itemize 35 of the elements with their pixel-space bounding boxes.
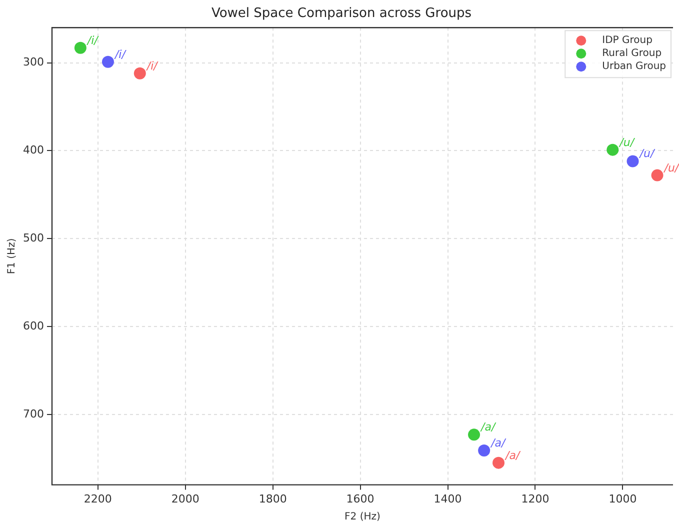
y-tick-label: 500 — [22, 231, 44, 244]
annotation: /i/ — [86, 34, 100, 47]
annotation: /u/ — [638, 147, 656, 160]
x-tick-label: 2200 — [84, 492, 112, 506]
y-tick-label: 700 — [22, 407, 44, 420]
y-axis-title: F1 (Hz) — [6, 238, 18, 274]
legend-label: Urban Group — [602, 61, 666, 72]
annotation: /a/ — [490, 436, 507, 450]
annotation: /i/ — [114, 48, 127, 61]
x-tick-label: 1400 — [434, 492, 462, 506]
point — [651, 169, 664, 182]
x-tick-label: 1800 — [258, 492, 287, 506]
y-tick-label: 600 — [22, 319, 44, 332]
x-tick-label: 2000 — [171, 492, 200, 506]
point — [74, 42, 86, 54]
point — [492, 456, 505, 469]
legend-label: Rural Group — [602, 48, 662, 60]
x-tick-label: 1600 — [346, 492, 374, 506]
point — [606, 144, 619, 156]
point — [468, 428, 480, 441]
legend-label: IDP Group — [602, 35, 652, 46]
x-tick-label: 1000 — [608, 492, 637, 506]
annotation: /u/ — [618, 136, 636, 149]
x-tick-label: 1200 — [521, 492, 550, 506]
chart-title: Vowel Space Comparison across Groups — [211, 6, 472, 22]
point — [478, 444, 490, 457]
y-tick-label: 400 — [22, 144, 44, 157]
point — [102, 56, 114, 68]
annotation: /a/ — [480, 420, 496, 434]
y-tick-label: 300 — [22, 56, 44, 69]
point — [626, 155, 639, 168]
annotation: /a/ — [504, 448, 521, 462]
point — [134, 67, 146, 80]
annotation: /i/ — [146, 59, 159, 72]
x-axis-title: F2 (Hz) — [344, 512, 381, 523]
